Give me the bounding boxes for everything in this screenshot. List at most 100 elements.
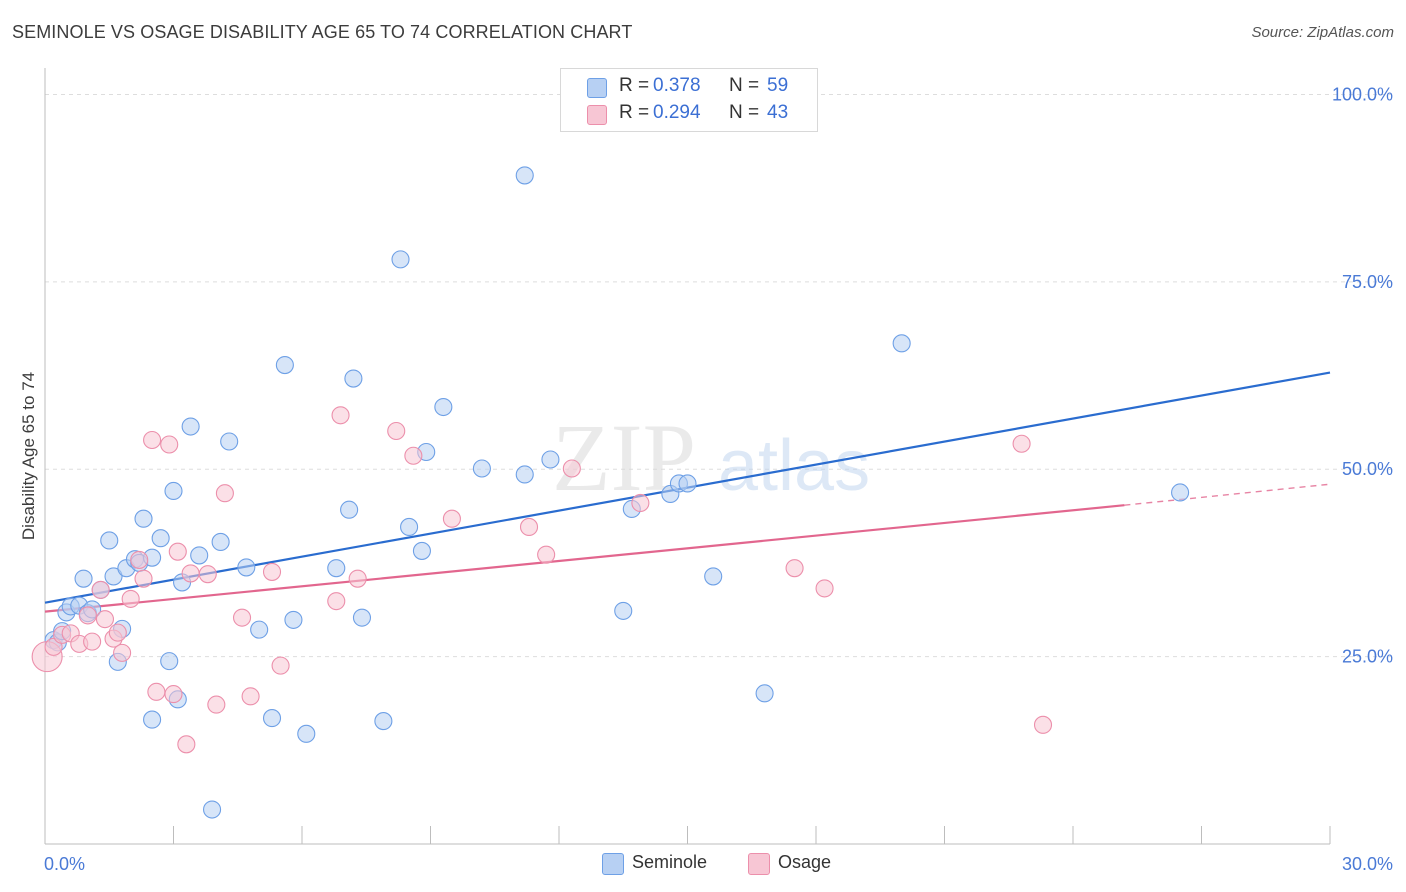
legend-label-seminole: Seminole — [632, 852, 708, 872]
n-value: 59 — [767, 75, 789, 96]
osage-point — [134, 569, 153, 588]
seminole-point — [434, 397, 453, 417]
r-value: 0.294 — [653, 102, 701, 123]
osage-swatch — [587, 105, 607, 125]
seminole-swatch — [587, 78, 607, 98]
osage-point — [78, 606, 97, 625]
y-tick-label: 50.0% — [1342, 459, 1393, 479]
seminole-point — [104, 567, 123, 586]
osage-point — [121, 589, 140, 608]
seminole-point — [211, 532, 230, 551]
osage-point — [160, 435, 179, 454]
seminole-point — [262, 709, 282, 728]
osage-point — [537, 545, 556, 564]
osage-point — [785, 559, 804, 578]
osage-point — [91, 580, 110, 599]
seminole-point — [391, 250, 410, 269]
x-axis-tick-labels: 0.0% 30.0% — [44, 854, 1393, 874]
osage-point — [271, 656, 290, 675]
y-axis-tick-labels: 25.0% 50.0% 75.0% 100.0% — [1332, 84, 1393, 666]
osage-point — [519, 517, 539, 537]
osage-point — [108, 623, 127, 642]
osage-swatch — [748, 853, 770, 875]
y-axis-label: Disability Age 65 to 74 — [19, 372, 38, 540]
osage-point — [241, 687, 260, 706]
n-label: N = — [729, 75, 760, 96]
osage-point — [815, 579, 834, 598]
watermark-atlas: atlas — [718, 426, 870, 506]
seminole-point — [203, 800, 222, 819]
osage-point — [404, 446, 423, 465]
osage-point — [331, 406, 350, 425]
legend-label-osage: Osage — [778, 852, 832, 872]
y-tick-label: 75.0% — [1342, 272, 1393, 292]
osage-point — [262, 562, 282, 581]
seminole-point — [181, 417, 200, 436]
osage-point — [147, 682, 166, 701]
seminole-point — [344, 369, 363, 388]
seminole-point — [755, 684, 774, 703]
seminole-point — [614, 601, 633, 620]
seminole-point — [220, 432, 239, 451]
x-axis-ticks — [44, 826, 1331, 844]
osage-point — [232, 608, 252, 627]
x-tick-label: 0.0% — [44, 854, 85, 874]
osage-point — [215, 484, 234, 503]
seminole-point — [134, 509, 153, 528]
legend-row-seminole: R = 0.378 N = 59 — [587, 75, 807, 99]
seminole-swatch — [602, 853, 624, 875]
watermark: ZIP atlas — [552, 404, 870, 511]
seminole-point — [472, 459, 491, 478]
gridlines — [45, 93, 1392, 658]
osage-point — [442, 509, 461, 528]
legend-row-osage: R = 0.294 N = 43 — [587, 102, 807, 126]
seminole-point — [412, 541, 431, 560]
osage-point — [348, 569, 367, 588]
osage-point — [387, 421, 406, 441]
seminole-point — [541, 450, 560, 469]
osage-point — [1012, 434, 1031, 453]
legend-item-osage[interactable]: Osage — [748, 852, 858, 876]
trend-extension-osage — [1124, 483, 1331, 506]
osage-point — [631, 493, 650, 513]
seminole-point — [164, 481, 183, 501]
osage-point — [164, 685, 183, 704]
osage-point — [95, 610, 115, 629]
correlation-legend: R = 0.378 N = 59 R = 0.294 N = 43 — [560, 68, 818, 132]
seminole-point — [275, 356, 294, 375]
seminole-point — [284, 610, 303, 629]
y-tick-label: 25.0% — [1342, 647, 1393, 667]
trend-line-osage — [44, 504, 1125, 613]
seminole-point — [190, 546, 209, 565]
chart-title: SEMINOLE VS OSAGE DISABILITY AGE 65 TO 7… — [12, 22, 633, 42]
chart-source: Source: ZipAtlas.com — [1251, 24, 1394, 41]
r-label: R = — [619, 102, 650, 123]
osage-point — [562, 459, 581, 478]
r-value: 0.378 — [653, 75, 701, 96]
osage-point — [168, 542, 187, 561]
seminole-point — [340, 500, 359, 519]
n-label: N = — [729, 102, 760, 123]
seminole-point — [515, 465, 534, 484]
osage-point — [198, 565, 217, 584]
osage-point — [143, 430, 162, 450]
seminole-point — [374, 712, 393, 731]
r-label: R = — [619, 75, 650, 96]
seminole-point — [143, 710, 162, 729]
seminole-point — [100, 531, 119, 550]
x-tick-label: 30.0% — [1342, 854, 1393, 874]
legend-item-seminole[interactable]: Seminole — [602, 852, 732, 876]
y-tick-label: 100.0% — [1332, 84, 1393, 104]
seminole-point — [515, 166, 534, 185]
osage-point — [181, 564, 200, 583]
seminole-point — [237, 558, 256, 577]
data-points — [31, 166, 1190, 819]
seminole-point — [400, 517, 419, 537]
seminole-point — [151, 529, 170, 548]
seminole-point — [250, 620, 269, 639]
osage-point — [177, 735, 196, 754]
seminole-point — [327, 559, 346, 578]
osage-point — [130, 550, 149, 569]
n-value: 43 — [767, 102, 789, 123]
